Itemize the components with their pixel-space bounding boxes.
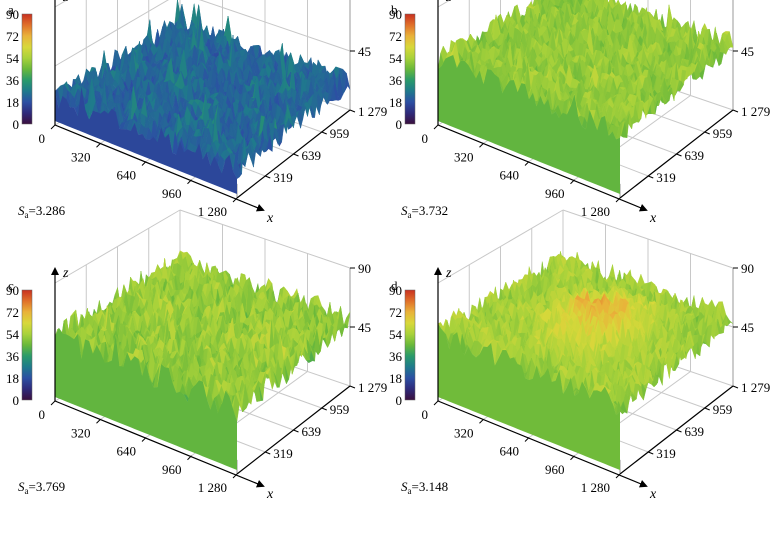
x-tick-mark [51, 125, 55, 129]
x-tick-label: 640 [117, 168, 137, 183]
y-tick-label: 319 [273, 170, 293, 185]
x-tick-mark [142, 162, 146, 166]
y-tick-label: 959 [713, 126, 733, 141]
y-tick-label: 959 [330, 126, 350, 141]
x-tick-label: 1 280 [581, 204, 610, 219]
y-tick-mark [705, 132, 710, 134]
colorbar-tick-label: 18 [6, 95, 19, 110]
y-tick-mark [648, 176, 653, 178]
x-tick-label: 320 [454, 149, 474, 164]
colorbar-tick-label: 72 [6, 29, 19, 44]
colorbar-tick-label: 54 [6, 51, 20, 66]
surface [55, 0, 350, 194]
y-tick-label: 1 279 [358, 104, 387, 119]
x-tick-label: 960 [162, 186, 182, 201]
y-tick-label: 1 279 [741, 104, 770, 119]
y-tick-label: 319 [656, 170, 676, 185]
y-tick-label: 639 [302, 148, 322, 163]
colorbar [405, 14, 415, 124]
x-tick-mark [97, 143, 101, 147]
colorbar-tick-label: 90 [389, 7, 402, 22]
x-tick-mark [434, 125, 438, 129]
x-axis-label: x [649, 211, 657, 226]
sa-annotation: Sa=3.286 [18, 203, 66, 220]
colorbar [22, 14, 32, 124]
x-tick-label: 0 [422, 131, 429, 146]
y-tick-label: 639 [685, 148, 705, 163]
colorbar-tick-label: 36 [6, 73, 20, 88]
x-tick-label: 960 [545, 186, 565, 201]
x-tick-label: 320 [71, 149, 91, 164]
y-tick-mark [322, 132, 327, 134]
sa-value: =3.732 [412, 203, 449, 218]
y-tick-mark [265, 176, 270, 178]
x-tick-mark [480, 143, 484, 147]
y-tick-mark [733, 110, 738, 112]
colorbar-tick-label: 90 [6, 7, 19, 22]
y-tick-mark [677, 154, 682, 156]
colorbar-tick-label: 36 [389, 73, 403, 88]
z-axis-label: z [445, 0, 452, 5]
z-axis-label: z [62, 0, 69, 5]
x-tick-label: 1 280 [198, 204, 227, 219]
sa-value: =3.286 [29, 203, 66, 218]
y-tick-mark [294, 154, 299, 156]
colorbar-tick-label: 54 [389, 51, 403, 66]
z-tick-label: 45 [741, 44, 754, 59]
x-tick-mark [525, 162, 529, 166]
colorbar-tick-label: 72 [389, 29, 402, 44]
colorbar-tick-label: 18 [389, 95, 402, 110]
x-axis-label: x [266, 211, 274, 226]
sa-annotation: Sa=3.732 [401, 203, 448, 220]
x-tick-label: 0 [39, 131, 46, 146]
z-tick-label: 45 [358, 44, 371, 59]
colorbar-tick-label: 0 [13, 117, 20, 132]
y-tick-mark [350, 110, 355, 112]
x-tick-label: 640 [500, 168, 520, 183]
colorbar-tick-label: 0 [396, 117, 403, 132]
